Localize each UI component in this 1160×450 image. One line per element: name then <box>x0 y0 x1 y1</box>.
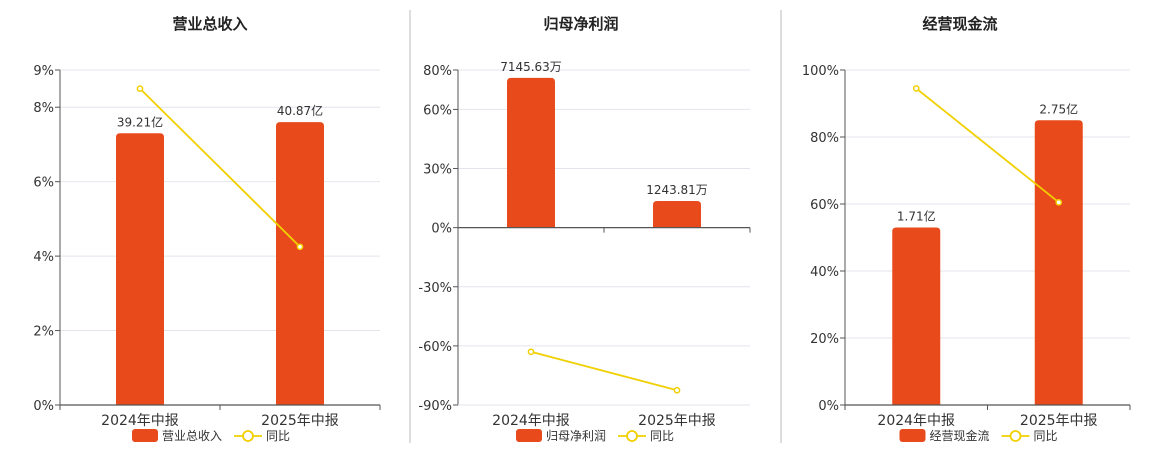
y-tick-label: 0% <box>818 399 839 414</box>
chart-panel-3: 经营现金流 0% 20% 40% 60% 80% 100% 1.71亿 2.75亿 2024年中报… <box>802 15 1131 443</box>
legend: 营业总收入 同比 <box>132 429 290 443</box>
y-tick-label: -60% <box>418 340 452 355</box>
line-series <box>915 87 1060 204</box>
bar-data-label: 1243.81万 <box>646 183 708 197</box>
legend-bar-label: 营业总收入 <box>162 429 222 443</box>
legend: 归母净利润 同比 <box>516 429 674 443</box>
y-tick-label: 60% <box>423 103 452 118</box>
y-tick-label: 4% <box>33 250 54 265</box>
legend-line-marker <box>242 430 254 442</box>
chart-panel-2: 归母净利润 -90% -60% -30% 0% 30% 60% 80% 7145.63万 1243… <box>418 15 751 443</box>
line-point <box>673 386 681 394</box>
x-tick-label: 2025年中报 <box>1020 413 1098 429</box>
y-tick-label: 20% <box>810 332 839 347</box>
y-tick-label: 100% <box>802 64 839 79</box>
y-tick-label: 6% <box>33 176 54 191</box>
chart-title: 归母净利润 <box>543 15 618 33</box>
bar-data-label: 39.21亿 <box>117 114 163 129</box>
line-point <box>912 85 920 92</box>
line-series <box>530 350 678 392</box>
legend-line-label: 同比 <box>650 429 674 443</box>
x-tick-label: 2024年中报 <box>101 413 179 429</box>
y-tick-label: -30% <box>418 281 452 296</box>
x-tick-label: 2025年中报 <box>638 413 716 429</box>
line-point <box>296 243 304 251</box>
line-point <box>1055 198 1063 206</box>
y-tick-label: 30% <box>423 163 452 178</box>
bar <box>653 201 701 228</box>
chart-title: 营业总收入 <box>172 15 247 33</box>
legend-bar-label: 经营现金流 <box>930 428 990 443</box>
bar <box>276 122 324 405</box>
bar-data-label: 2.75亿 <box>1039 101 1078 116</box>
chart-panel-1: 营业总收入 0% 2% 4% 6% 8% 9% 39.21亿 40.87亿 2024年中报 2025… <box>33 15 381 443</box>
legend-line-label: 同比 <box>1034 429 1058 443</box>
y-tick-label: 80% <box>810 131 839 146</box>
legend-bar-swatch <box>132 429 158 442</box>
line-series <box>139 87 301 248</box>
legend-line-marker <box>626 430 638 442</box>
x-tick-label: 2025年中报 <box>261 413 339 429</box>
legend-bar-swatch <box>899 429 926 442</box>
line-point <box>527 348 535 356</box>
y-tick-label: 2% <box>33 325 54 340</box>
bar <box>1034 120 1083 405</box>
legend-line-label: 同比 <box>266 429 290 443</box>
x-tick-label: 2024年中报 <box>877 413 955 429</box>
y-tick-label: 60% <box>810 198 839 213</box>
y-tick-label: 0% <box>431 222 452 237</box>
x-tick-label: 2024年中报 <box>492 413 570 429</box>
y-tick-label: 9% <box>33 64 54 79</box>
bar <box>892 227 941 405</box>
bar-data-label: 7145.63万 <box>500 60 562 74</box>
y-tick-label: 8% <box>33 101 54 116</box>
y-tick-label: 80% <box>423 64 452 79</box>
bar <box>116 133 164 405</box>
bar-data-label: 40.87亿 <box>277 103 323 118</box>
legend-bar-label: 归母净利润 <box>546 429 606 443</box>
legend-bar-swatch <box>516 429 542 442</box>
bar-data-label: 1.71亿 <box>897 208 936 223</box>
bar <box>507 77 555 228</box>
line-point <box>136 85 144 92</box>
y-tick-label: -90% <box>418 399 452 414</box>
legend: 经营现金流 同比 <box>899 428 1058 443</box>
y-tick-label: 40% <box>810 265 839 280</box>
y-tick-label: 0% <box>33 399 54 414</box>
chart-title: 经营现金流 <box>922 15 997 33</box>
legend-line-marker <box>1009 430 1022 442</box>
